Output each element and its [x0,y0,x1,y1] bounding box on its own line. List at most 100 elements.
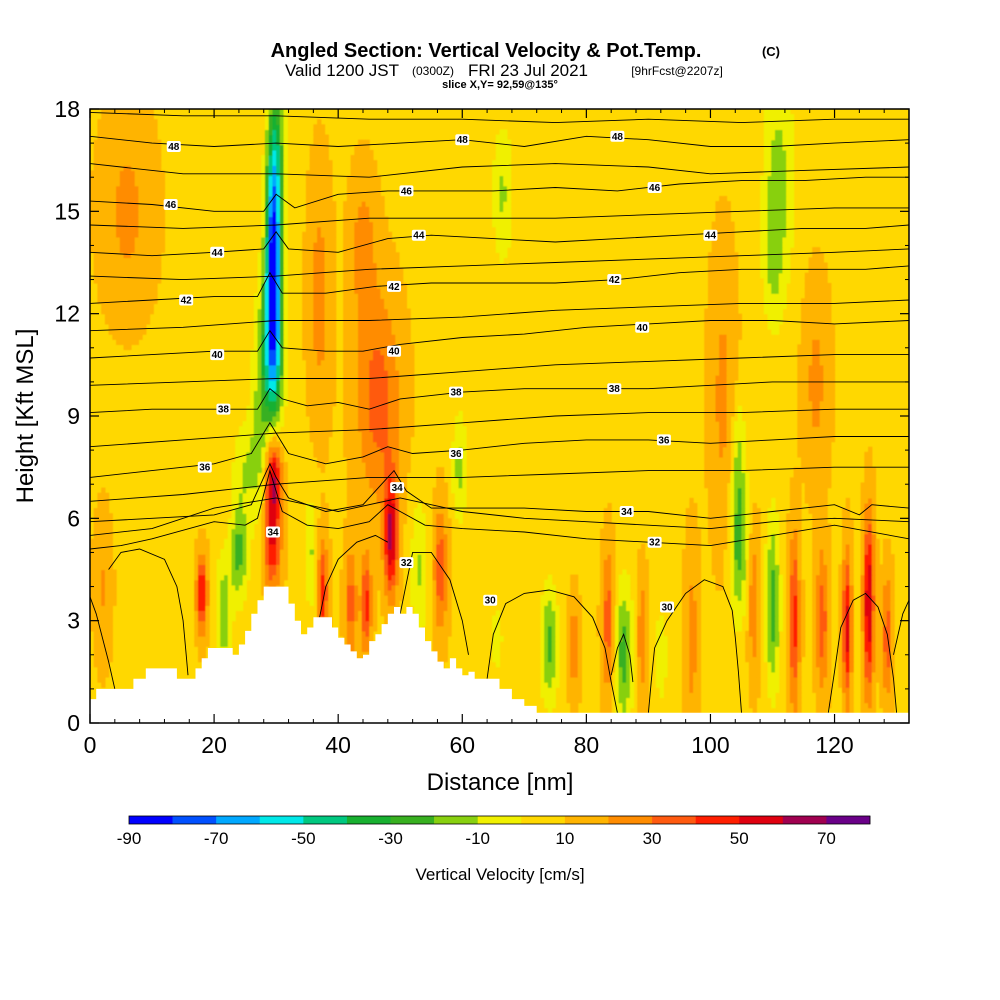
velocity-cell [879,584,884,591]
velocity-cell [231,487,236,494]
velocity-cell [197,620,203,627]
velocity-cell [376,559,381,565]
velocity-cell [696,641,702,647]
velocity-cell [737,436,743,443]
velocity-cell [868,707,873,714]
velocity-cell [860,682,865,688]
velocity-cell [644,584,650,591]
velocity-cell [246,441,251,448]
velocity-cell [879,666,884,673]
velocity-cell [838,630,843,637]
velocity-cell [376,456,381,463]
velocity-cell [801,421,806,427]
velocity-cell [819,421,824,427]
velocity-cell [864,554,869,560]
velocity-cell [320,441,326,448]
velocity-cell [722,446,728,453]
velocity-cell [436,656,441,663]
velocity-cell [600,564,605,571]
velocity-cell [253,395,259,402]
velocity-cell [417,549,422,555]
velocity-cell [224,569,229,576]
velocity-cell [354,564,359,571]
velocity-cell [637,625,642,632]
velocity-cell [726,395,731,402]
velocity-cell [611,549,616,555]
velocity-cell [849,687,854,693]
velocity-cell [849,554,854,560]
velocity-cell [305,533,311,540]
velocity-cell [734,595,739,601]
velocity-cell [417,579,422,586]
velocity-cell [462,451,467,458]
velocity-cell [860,595,865,601]
velocity-cell [250,482,255,489]
velocity-cell [361,620,367,627]
velocity-cell [346,600,352,606]
velocity-cell [622,600,627,606]
velocity-cell [812,646,817,652]
velocity-cell [279,523,285,530]
velocity-cell [827,615,832,622]
velocity-cell [402,421,408,427]
velocity-cell [283,385,288,392]
velocity-cell [108,615,113,622]
velocity-cell [748,589,754,596]
velocity-cell [395,390,400,397]
velocity-cell [369,523,374,530]
velocity-cell [268,579,274,586]
velocity-cell [715,533,720,540]
velocity-cell [331,385,337,392]
velocity-cell [696,620,702,627]
velocity-cell [194,543,199,550]
velocity-cell [547,656,553,663]
velocity-cell [637,636,642,642]
velocity-cell [361,472,367,478]
velocity-cell [823,666,828,673]
velocity-cell [767,692,772,699]
velocity-cell [734,543,739,550]
velocity-cell [227,636,233,642]
velocity-cell [358,630,363,637]
velocity-cell [845,508,851,514]
velocity-cell [376,554,381,560]
velocity-cell [97,661,102,668]
velocity-cell [611,543,616,550]
velocity-cell [756,692,761,699]
velocity-cell [741,431,746,438]
velocity-cell [268,416,274,422]
velocity-cell [823,441,828,448]
velocity-cell [715,467,720,473]
velocity-cell [320,589,326,596]
velocity-cell [730,487,735,494]
velocity-cell [365,431,370,438]
velocity-cell [797,569,802,576]
velocity-cell [774,630,780,637]
velocity-cell [696,549,702,555]
velocity-cell [283,569,288,576]
velocity-cell [272,543,277,550]
velocity-cell [436,477,441,484]
velocity-cell [696,666,702,673]
velocity-cell [689,702,694,709]
velocity-cell [104,630,110,637]
velocity-cell [492,656,497,663]
velocity-cell [324,431,329,438]
velocity-cell [793,697,798,704]
velocity-cell [365,651,370,658]
velocity-cell [864,487,869,494]
velocity-cell [227,543,233,550]
velocity-cell [443,636,448,642]
velocity-cell [600,651,605,658]
velocity-cell [622,656,627,663]
velocity-cell [659,615,664,622]
velocity-cell [786,625,791,632]
velocity-cell [778,574,784,581]
velocity-cell [253,508,259,514]
velocity-cell [395,497,400,504]
velocity-cell [320,456,326,463]
velocity-cell [756,589,761,596]
velocity-cell [864,574,869,581]
velocity-cell [774,554,780,560]
velocity-cell [272,436,277,443]
